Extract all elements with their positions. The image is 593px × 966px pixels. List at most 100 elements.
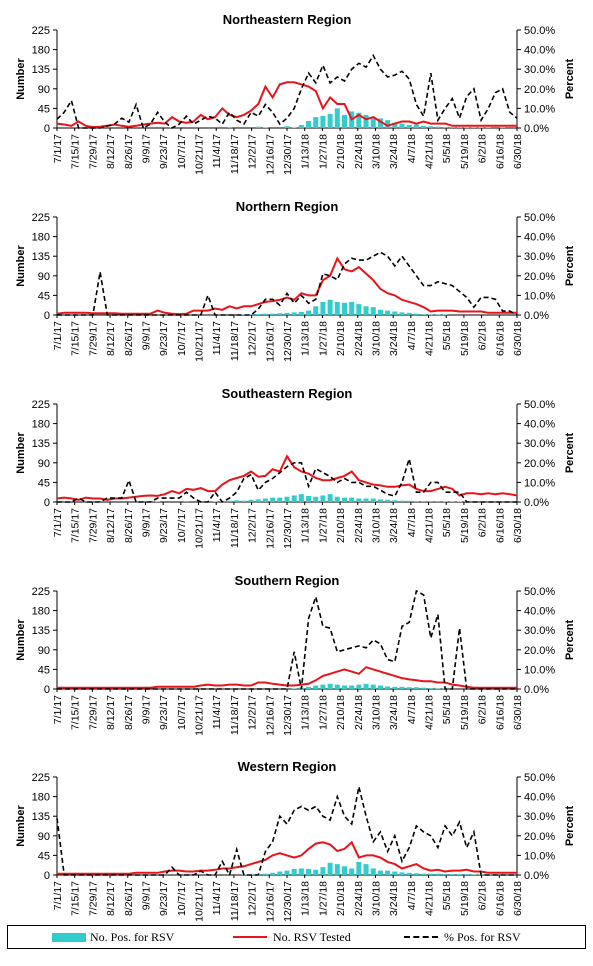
x-tick-label: 7/1/17: [52, 881, 64, 910]
x-tick-label: 12/2/17: [247, 881, 259, 916]
rsv-positive-bar: [334, 108, 340, 128]
x-tick-label: 7/29/17: [87, 508, 99, 543]
y-tick-label: 225: [32, 25, 50, 37]
y2-axis-label: Percent: [564, 58, 576, 99]
rsv-positive-bar: [227, 500, 232, 502]
y2-tick-label: 30.0%: [524, 438, 555, 450]
chart-title: Western Region: [238, 759, 337, 774]
y2-tick-label: 0.0%: [524, 123, 549, 135]
x-tick-label: 5/19/18: [459, 508, 471, 543]
rsv-positive-bar: [270, 497, 276, 502]
rsv-positive-bar: [399, 123, 405, 128]
x-tick-label: 8/26/17: [123, 695, 135, 730]
x-tick-label: 7/1/17: [52, 321, 64, 350]
y2-axis-label: Percent: [564, 432, 576, 473]
rsv-positive-bar: [262, 873, 268, 875]
rsv-positive-bar: [392, 500, 398, 502]
rsv-positive-bar: [413, 501, 419, 502]
x-tick-label: 6/16/18: [494, 134, 506, 169]
rsv-positive-bar: [406, 124, 412, 128]
rsv-positive-bar: [284, 870, 290, 875]
y-tick-label: 0: [44, 870, 50, 882]
rsv-positive-bar: [370, 307, 376, 315]
y-tick-label: 0: [44, 123, 50, 135]
rsv-positive-bar: [334, 496, 340, 502]
x-tick-label: 2/10/18: [335, 881, 347, 916]
y2-tick-label: 50.0%: [524, 772, 555, 784]
x-tick-label: 2/10/18: [335, 134, 347, 169]
rsv-positive-bar: [327, 114, 333, 128]
y2-tick-label: 30.0%: [524, 625, 555, 637]
y-tick-label: 135: [32, 625, 50, 637]
rsv-positive-bar: [356, 112, 362, 128]
y-tick-label: 180: [32, 792, 50, 804]
x-tick-label: 3/10/18: [370, 321, 382, 356]
y-tick-label: 180: [32, 606, 50, 618]
x-tick-label: 8/26/17: [123, 321, 135, 356]
legend-item-percent: % Pos. for RSV: [404, 930, 521, 944]
x-tick-label: 10/7/17: [176, 881, 188, 916]
x-tick-label: 6/30/18: [512, 695, 524, 730]
x-tick-label: 5/5/18: [441, 881, 453, 910]
rsv-positive-bar: [435, 126, 441, 128]
y-axis-label: Number: [15, 805, 27, 847]
rsv-positive-bar: [421, 125, 427, 128]
x-tick-label: 8/26/17: [123, 881, 135, 916]
y2-tick-label: 20.0%: [524, 84, 555, 96]
x-tick-label: 9/23/17: [158, 881, 170, 916]
rsv-positive-bar: [370, 868, 376, 875]
rsv-positive-bar: [227, 127, 232, 128]
x-tick-label: 4/21/18: [424, 881, 436, 916]
x-tick-label: 12/16/17: [264, 695, 276, 736]
x-tick-label: 7/15/17: [70, 881, 82, 916]
x-tick-label: 6/16/18: [494, 321, 506, 356]
x-tick-label: 10/21/17: [194, 695, 206, 736]
rsv-positive-bar: [428, 873, 434, 875]
y2-axis-label: Percent: [564, 245, 576, 286]
rsv-positive-bar: [320, 684, 326, 689]
x-tick-label: 5/19/18: [459, 321, 471, 356]
rsv-positive-bar: [363, 864, 369, 875]
y2-tick-label: 50.0%: [524, 586, 555, 598]
rsv-positive-bar: [413, 313, 419, 315]
rsv-positive-bar: [385, 120, 391, 128]
rsv-positive-bar: [298, 311, 304, 315]
rsv-positive-bar: [406, 312, 412, 315]
y-tick-label: 225: [32, 399, 50, 411]
y2-tick-label: 40.0%: [524, 606, 555, 618]
legend-label-percent: % Pos. for RSV: [444, 929, 521, 944]
x-tick-label: 2/24/18: [353, 321, 365, 356]
rsv-positive-bar: [421, 501, 427, 502]
x-tick-label: 8/26/17: [123, 134, 135, 169]
x-tick-label: 11/4/17: [211, 881, 223, 915]
rsv-tested-line: [57, 840, 517, 875]
rsv-positive-bar: [313, 869, 319, 875]
y-tick-label: 0: [44, 684, 50, 696]
x-tick-label: 3/24/18: [388, 321, 400, 356]
rsv-positive-bar: [342, 302, 347, 315]
rsv-positive-bar: [399, 500, 405, 502]
x-tick-label: 3/24/18: [388, 508, 400, 543]
rsv-positive-bar: [385, 686, 391, 689]
rsv-positive-bar: [377, 118, 383, 128]
y2-tick-label: 40.0%: [524, 419, 555, 431]
x-tick-label: 5/19/18: [459, 134, 471, 169]
x-tick-label: 1/27/18: [317, 134, 329, 169]
x-tick-label: 2/10/18: [335, 321, 347, 356]
x-tick-label: 8/12/17: [105, 695, 117, 730]
rsv-positive-bar: [313, 117, 319, 128]
rsv-positive-bar: [363, 498, 369, 502]
rsv-positive-bar: [255, 314, 261, 315]
y-tick-label: 135: [32, 251, 50, 263]
y2-tick-label: 50.0%: [524, 399, 555, 411]
y2-axis-label: Percent: [564, 619, 576, 660]
rsv-positive-bar: [320, 301, 326, 315]
rsv-positive-bar: [327, 494, 333, 502]
x-tick-label: 3/10/18: [370, 695, 382, 730]
rsv-positive-bar: [349, 497, 355, 502]
y2-tick-label: 0.0%: [524, 684, 549, 696]
rsv-positive-bar: [413, 687, 419, 689]
rsv-positive-bar: [255, 126, 261, 128]
y2-tick-label: 20.0%: [524, 831, 555, 843]
rsv-positive-bar: [327, 862, 333, 875]
